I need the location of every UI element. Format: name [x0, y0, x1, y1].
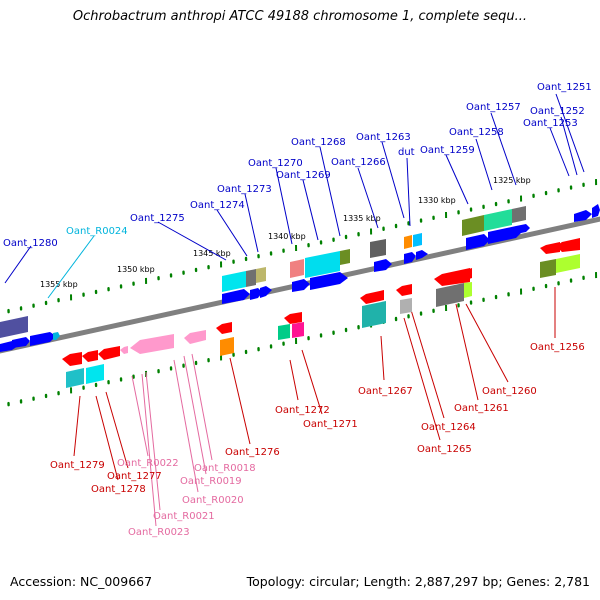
gene-label: Oant_1270	[248, 158, 303, 169]
gene-label: Oant_1251	[537, 82, 592, 93]
gene-label: Oant_R0021	[153, 511, 215, 522]
scale-tracks	[7, 179, 598, 407]
topology-text: Topology: circular; Length: 2,887,297 bp…	[246, 574, 590, 589]
scale-label: 1345 kbp	[193, 249, 231, 258]
gene-blocks	[0, 206, 580, 388]
gene-label: Oant_1275	[130, 213, 185, 224]
map-title: Ochrobactrum anthropi ATCC 49188 chromos…	[72, 9, 528, 24]
gene-label: Oant_R0018	[194, 463, 256, 474]
scale-label: 1355 kbp	[40, 280, 78, 289]
gene-label: Oant_1257	[466, 102, 521, 113]
gene-label: Oant_1278	[91, 484, 146, 495]
gene-label: Oant_1267	[358, 386, 413, 397]
scale-label: 1350 kbp	[117, 265, 155, 274]
gene-label: Oant_1258	[449, 127, 504, 138]
scale-labels: 1325 kbp 1330 kbp 1335 kbp 1340 kbp 1345…	[40, 176, 531, 289]
gene-label: Oant_1259	[420, 145, 475, 156]
gene-label: Oant_R0024	[66, 226, 128, 237]
gene-label: Oant_1279	[50, 460, 105, 471]
gene-arrows	[0, 204, 600, 366]
gene-label: Oant_R0020	[182, 495, 244, 506]
gene-label: Oant_1271	[303, 419, 358, 430]
gene-label: Oant_1253	[523, 118, 578, 129]
scale-label: 1340 kbp	[268, 232, 306, 241]
gene-label: Oant_1272	[275, 405, 330, 416]
gene-label: Oant_1266	[331, 157, 386, 168]
gene-label: Oant_1268	[291, 137, 346, 148]
gene-label: Oant_1252	[530, 106, 585, 117]
gene-label: Oant_1280	[3, 238, 58, 249]
gene-label: Oant_1261	[454, 403, 509, 414]
gene-label: Oant_1265	[417, 444, 472, 455]
gene-label: Oant_1276	[225, 447, 280, 458]
accession-text: Accession: NC_009667	[10, 574, 153, 589]
scale-label: 1335 kbp	[343, 214, 381, 223]
gene-label: Oant_R0022	[117, 458, 179, 469]
gene-label: Oant_1269	[276, 170, 331, 181]
gene-label: Oant_R0023	[128, 527, 190, 538]
gene-label: Oant_1274	[190, 200, 245, 211]
scale-label: 1330 kbp	[418, 196, 456, 205]
gene-label: Oant_1273	[217, 184, 272, 195]
gene-label: Oant_1256	[530, 342, 585, 353]
scale-label: 1325 kbp	[493, 176, 531, 185]
gene-label: Oant_1264	[421, 422, 476, 433]
gene-label: Oant_1260	[482, 386, 537, 397]
gene-label: Oant_1277	[107, 471, 162, 482]
gene-label: Oant_R0019	[180, 476, 242, 487]
gene-label: dut	[398, 147, 415, 158]
gene-label: Oant_1263	[356, 132, 411, 143]
label-leaders	[4, 93, 585, 527]
gene-labels: Oant_1251 Oant_1252 Oant_1253 Oant_1257 …	[3, 82, 592, 538]
